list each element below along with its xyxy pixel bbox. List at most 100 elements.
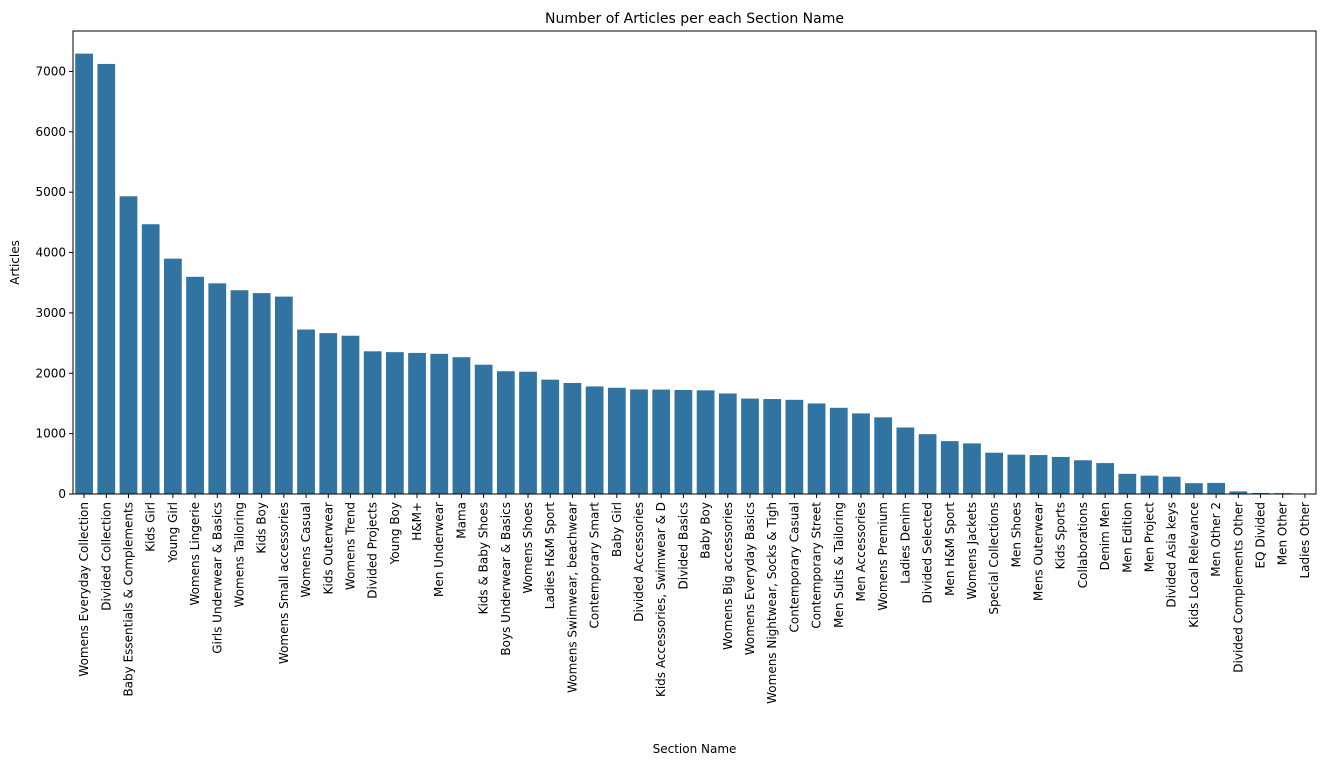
bar bbox=[496, 371, 515, 494]
bar bbox=[541, 379, 560, 494]
x-tick-label: Divided Accessories bbox=[632, 502, 646, 622]
x-tick-label: Men Other bbox=[1276, 502, 1290, 565]
bar bbox=[408, 352, 426, 494]
bar bbox=[785, 399, 804, 494]
bar bbox=[297, 329, 315, 494]
bar bbox=[341, 335, 360, 494]
bar bbox=[874, 417, 893, 494]
bar bbox=[718, 393, 737, 494]
bar bbox=[1140, 475, 1159, 494]
bars-layer bbox=[75, 53, 1314, 495]
bar bbox=[963, 443, 981, 494]
x-tick-label: Kids Sports bbox=[1054, 502, 1068, 569]
bar bbox=[1185, 483, 1203, 494]
x-tick-label: Mens Outerwear bbox=[1032, 502, 1046, 601]
bar bbox=[519, 371, 537, 494]
bar bbox=[452, 357, 471, 494]
y-tick-label: 7000 bbox=[35, 64, 66, 78]
bar bbox=[563, 382, 582, 494]
x-tick-label: Men Accessories bbox=[854, 502, 868, 601]
x-tick-label: Kids Local Relevance bbox=[1187, 502, 1201, 628]
bar bbox=[208, 283, 227, 494]
bar bbox=[918, 434, 937, 494]
bar bbox=[75, 53, 93, 494]
x-tick-label: Womens Tailoring bbox=[232, 502, 246, 607]
bar bbox=[363, 351, 382, 494]
bar bbox=[252, 293, 271, 494]
x-tick-label: Kids Accessories, Swimwear & D bbox=[654, 502, 668, 697]
y-tick-label: 0 bbox=[58, 487, 66, 501]
x-tick-label: Womens Trend bbox=[343, 502, 357, 590]
bar bbox=[385, 352, 404, 494]
bar bbox=[852, 413, 870, 494]
x-tick-label: Contemporary Smart bbox=[588, 502, 602, 629]
bar bbox=[1029, 455, 1048, 494]
x-tick-label: Kids Girl bbox=[144, 502, 158, 552]
bar bbox=[274, 296, 293, 494]
bar bbox=[741, 398, 759, 494]
x-tick-label: Baby Girl bbox=[610, 502, 624, 557]
bar bbox=[474, 364, 493, 494]
y-tick-label: 1000 bbox=[35, 427, 66, 441]
x-tick-label: Kids Outerwear bbox=[321, 502, 335, 595]
bar bbox=[763, 399, 782, 494]
bar bbox=[1007, 454, 1026, 494]
x-tick-label: Divided Collection bbox=[99, 502, 113, 611]
bar bbox=[186, 276, 204, 494]
bar bbox=[430, 353, 449, 494]
x-tick-label: Mama bbox=[454, 502, 468, 539]
x-tick-label: EQ Divided bbox=[1254, 502, 1268, 568]
x-tick-label: Womens Casual bbox=[299, 502, 313, 598]
bar bbox=[630, 389, 648, 494]
bar bbox=[985, 452, 1004, 494]
x-tick-label: Womens Swimwear, beachwear bbox=[565, 502, 579, 693]
bar bbox=[607, 387, 626, 494]
bar bbox=[1207, 482, 1225, 494]
bar bbox=[1229, 491, 1248, 494]
x-tick-label: Womens Jackets bbox=[965, 502, 979, 600]
bar bbox=[141, 224, 160, 494]
bar bbox=[1051, 456, 1070, 494]
x-tick-label: Womens Big accessories bbox=[721, 502, 735, 650]
x-tick-label: Kids Boy bbox=[255, 502, 269, 554]
x-tick-label: Special Collections bbox=[987, 502, 1001, 615]
bar bbox=[585, 386, 604, 494]
x-tick-label: Men Other 2 bbox=[1209, 502, 1223, 577]
bar bbox=[1096, 463, 1115, 494]
x-tick-label: Men Edition bbox=[1120, 502, 1134, 573]
x-tick-label: Contemporary Casual bbox=[787, 502, 801, 632]
bar bbox=[319, 333, 338, 494]
x-tick-label: Womens Premium bbox=[876, 502, 890, 611]
bar bbox=[652, 389, 671, 494]
chart-title: Number of Articles per each Section Name bbox=[545, 11, 844, 27]
x-tick-label: H&M+ bbox=[410, 502, 424, 541]
y-tick-label: 5000 bbox=[35, 185, 66, 199]
x-tick-label: Men Project bbox=[1143, 502, 1157, 573]
x-tick-label: Men Suits & Tailoring bbox=[832, 502, 846, 628]
bar bbox=[97, 63, 116, 495]
bar bbox=[230, 290, 249, 494]
x-tick-label: Baby Boy bbox=[699, 502, 713, 559]
x-tick-label: Girls Underwear & Basics bbox=[210, 502, 224, 654]
y-axis: 0 1000 2000 3000 4000 5000 6000 7000 bbox=[35, 64, 73, 501]
x-axis-label: Section Name bbox=[653, 742, 737, 756]
x-tick-label: Divided Complements Other bbox=[1231, 502, 1245, 673]
x-tick-label: Young Boy bbox=[388, 502, 402, 565]
x-tick-label: Ladies Denim bbox=[898, 502, 912, 584]
y-tick-label: 6000 bbox=[35, 125, 66, 139]
y-tick-label: 4000 bbox=[35, 246, 66, 260]
bar bbox=[119, 196, 138, 494]
x-tick-label: Ladies H&M Sport bbox=[543, 502, 557, 609]
bar bbox=[696, 390, 715, 494]
bar bbox=[1118, 473, 1137, 494]
x-tick-label: Young Girl bbox=[166, 502, 180, 564]
x-tick-label: Men H&M Sport bbox=[943, 502, 957, 596]
x-tick-label: Boys Underwear & Basics bbox=[499, 502, 513, 656]
x-axis: Womens Everyday Collection Divided Collec… bbox=[77, 494, 1312, 704]
x-tick-label: Men Underwear bbox=[432, 502, 446, 597]
x-tick-label: Contemporary Street bbox=[810, 502, 824, 629]
y-axis-label: Articles bbox=[8, 240, 22, 285]
x-tick-label: Womens Everyday Collection bbox=[77, 502, 91, 677]
x-tick-label: Divided Selected bbox=[921, 502, 935, 603]
